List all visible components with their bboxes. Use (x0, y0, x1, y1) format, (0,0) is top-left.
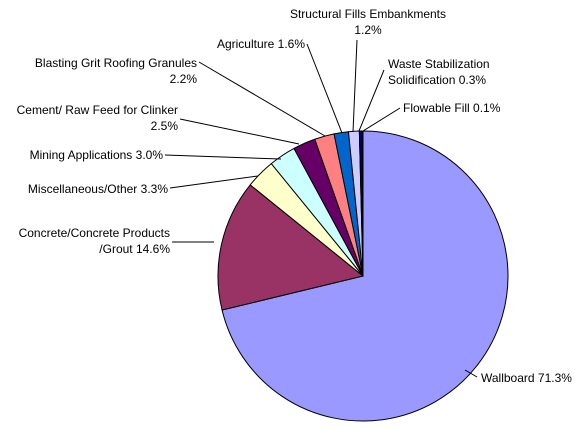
slice-label-line: /Grout 14.6% (99, 242, 170, 256)
slice-label-line: Waste Stabilization (388, 57, 490, 71)
leader-line-flowable-fill (362, 107, 401, 132)
leader-line-blasting-grit-roofing-granules (198, 61, 326, 137)
slice-label-line: 1.2% (354, 23, 382, 37)
slice-label-line: Mining Applications 3.0% (30, 148, 164, 162)
leader-line-structural-fills-embankments (352, 39, 358, 133)
slice-label-line: Concrete/Concrete Products (19, 226, 170, 240)
slice-label-line: 2.2% (170, 72, 198, 86)
leader-line-waste-stabilization-solidification (358, 69, 385, 132)
leader-line-cement-raw-feed-for-clinker (179, 118, 300, 145)
slice-label-line: Solidification 0.3% (388, 73, 486, 87)
slice-label-structural-fills-embankments: Structural Fills Embankments 1.2% (290, 7, 446, 37)
pie-slice-flowable-fill (361, 130, 364, 277)
leader-lines (164, 39, 478, 378)
pie-slice-wallboard (221, 130, 509, 422)
slice-label-agriculture: Agriculture 1.6% (217, 37, 305, 51)
slice-label-concrete-concrete-products-grout: Concrete/Concrete Products/Grout 14.6% (19, 226, 171, 256)
slice-labels: Wallboard 71.3% Concrete/Concrete Product… (17, 7, 573, 385)
slice-label-line: Miscellaneous/Other 3.3% (28, 182, 168, 196)
slice-label-line: Flowable Fill 0.1% (403, 101, 501, 115)
slice-label-line: Cement/ Raw Feed for Clinker (17, 103, 178, 117)
leader-line-mining-applications (164, 154, 282, 160)
pie-slice-concrete-concrete-products-grout (217, 184, 365, 311)
slice-label-miscellaneous-other: Miscellaneous/Other 3.3% (28, 182, 168, 196)
slice-label-line: Structural Fills Embankments (290, 7, 446, 21)
leader-line-agriculture (306, 43, 343, 134)
slice-label-flowable-fill: Flowable Fill 0.1% (403, 101, 501, 115)
leader-line-miscellaneous-other (169, 175, 259, 189)
slice-label-line: Wallboard 71.3% (481, 371, 572, 385)
slice-label-line: 2.5% (151, 119, 179, 133)
slice-label-mining-applications: Mining Applications 3.0% (30, 148, 164, 162)
slice-label-cement-raw-feed-for-clinker: Cement/ Raw Feed for Clinker 2.5% (17, 103, 179, 133)
slice-label-blasting-grit-roofing-granules: Blasting Grit Roofing Granules 2.2% (35, 56, 197, 86)
slice-label-line: Blasting Grit Roofing Granules (35, 56, 197, 70)
pie-slices (217, 130, 509, 422)
slice-label-line: Agriculture 1.6% (217, 37, 305, 51)
leader-line-wallboard (464, 369, 478, 378)
slice-label-wallboard: Wallboard 71.3% (481, 371, 572, 385)
slice-label-waste-stabilization-solidification: Waste Stabilization Solidification 0.3% (388, 57, 490, 87)
